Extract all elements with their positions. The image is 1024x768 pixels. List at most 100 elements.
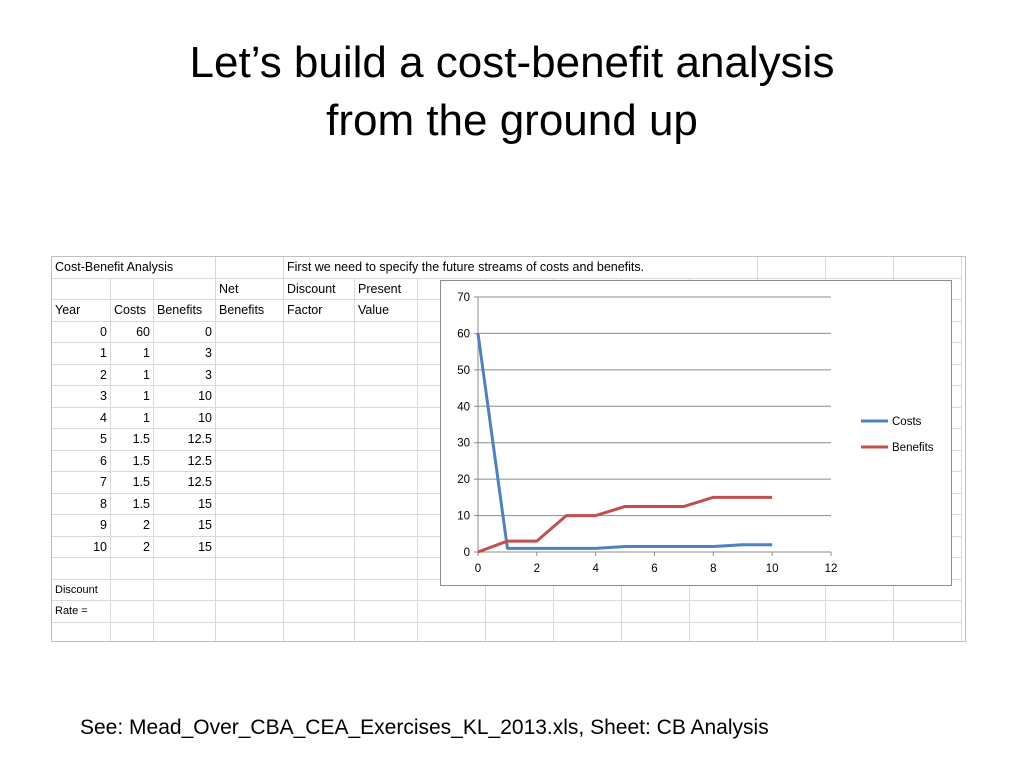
spreadsheet-cell[interactable] bbox=[418, 579, 486, 601]
cell-year[interactable]: 6 bbox=[52, 450, 111, 472]
spreadsheet-cell[interactable] bbox=[111, 622, 154, 641]
spreadsheet-cell[interactable] bbox=[355, 321, 418, 343]
cell-costs[interactable]: 2 bbox=[111, 515, 154, 537]
rate-label[interactable]: Rate = bbox=[52, 601, 111, 623]
spreadsheet-cell[interactable] bbox=[52, 278, 111, 300]
cell-costs[interactable]: 1 bbox=[111, 386, 154, 408]
spreadsheet-cell[interactable] bbox=[826, 622, 894, 641]
spreadsheet-cell[interactable] bbox=[486, 579, 554, 601]
spreadsheet-cell[interactable] bbox=[758, 601, 826, 623]
spreadsheet-cell[interactable] bbox=[284, 407, 355, 429]
cell-benefits[interactable]: 15 bbox=[154, 515, 216, 537]
spreadsheet-cell[interactable] bbox=[894, 257, 962, 279]
spreadsheet-cell[interactable] bbox=[216, 493, 284, 515]
spreadsheet-cell[interactable] bbox=[894, 579, 962, 601]
spreadsheet-cell[interactable] bbox=[355, 386, 418, 408]
spreadsheet-cell[interactable] bbox=[284, 321, 355, 343]
spreadsheet-cell[interactable] bbox=[216, 450, 284, 472]
spreadsheet-cell[interactable] bbox=[554, 601, 622, 623]
spreadsheet-cell[interactable] bbox=[284, 536, 355, 558]
cell-costs[interactable]: 1.5 bbox=[111, 472, 154, 494]
spreadsheet-cell[interactable] bbox=[690, 622, 758, 641]
cell-costs[interactable]: 1 bbox=[111, 343, 154, 365]
header-year[interactable]: Year bbox=[52, 300, 111, 322]
spreadsheet-cell[interactable] bbox=[111, 579, 154, 601]
cell-costs[interactable]: 1.5 bbox=[111, 450, 154, 472]
spreadsheet-cell[interactable] bbox=[284, 579, 355, 601]
spreadsheet-cell[interactable] bbox=[284, 429, 355, 451]
spreadsheet-cell[interactable] bbox=[355, 364, 418, 386]
spreadsheet-cell[interactable] bbox=[216, 364, 284, 386]
cell-year[interactable]: 10 bbox=[52, 536, 111, 558]
spreadsheet-cell[interactable] bbox=[758, 579, 826, 601]
cell-benefits[interactable]: 12.5 bbox=[154, 472, 216, 494]
spreadsheet-cell[interactable] bbox=[216, 386, 284, 408]
sheet-note[interactable]: First we need to specify the future stre… bbox=[284, 257, 758, 279]
spreadsheet-cell[interactable] bbox=[418, 601, 486, 623]
spreadsheet-cell[interactable] bbox=[355, 450, 418, 472]
cell-costs[interactable]: 1.5 bbox=[111, 429, 154, 451]
spreadsheet-cell[interactable] bbox=[554, 579, 622, 601]
cell-year[interactable]: 2 bbox=[52, 364, 111, 386]
spreadsheet-cell[interactable] bbox=[355, 493, 418, 515]
spreadsheet-cell[interactable] bbox=[622, 601, 690, 623]
cell-benefits[interactable]: 10 bbox=[154, 386, 216, 408]
spreadsheet-cell[interactable] bbox=[216, 622, 284, 641]
header-costs[interactable]: Costs bbox=[111, 300, 154, 322]
header-value[interactable]: Value bbox=[355, 300, 418, 322]
header-present[interactable]: Present bbox=[355, 278, 418, 300]
spreadsheet-cell[interactable] bbox=[52, 622, 111, 641]
spreadsheet-cell[interactable] bbox=[216, 429, 284, 451]
header-net-benefits[interactable]: Benefits bbox=[216, 300, 284, 322]
cell-costs[interactable]: 1.5 bbox=[111, 493, 154, 515]
header-net[interactable]: Net bbox=[216, 278, 284, 300]
spreadsheet-cell[interactable] bbox=[355, 601, 418, 623]
spreadsheet-cell[interactable] bbox=[216, 558, 284, 580]
spreadsheet-cell[interactable] bbox=[216, 601, 284, 623]
spreadsheet-cell[interactable] bbox=[154, 558, 216, 580]
spreadsheet-cell[interactable] bbox=[355, 515, 418, 537]
spreadsheet-cell[interactable] bbox=[355, 472, 418, 494]
spreadsheet-cell[interactable] bbox=[690, 579, 758, 601]
spreadsheet-cell[interactable] bbox=[284, 343, 355, 365]
spreadsheet-cell[interactable] bbox=[111, 601, 154, 623]
cell-benefits[interactable]: 12.5 bbox=[154, 429, 216, 451]
spreadsheet-cell[interactable] bbox=[355, 622, 418, 641]
spreadsheet-cell[interactable] bbox=[154, 278, 216, 300]
spreadsheet-cell[interactable] bbox=[111, 278, 154, 300]
spreadsheet-cell[interactable] bbox=[216, 257, 284, 279]
header-factor[interactable]: Factor bbox=[284, 300, 355, 322]
cell-year[interactable]: 4 bbox=[52, 407, 111, 429]
spreadsheet-cell[interactable] bbox=[216, 343, 284, 365]
cell-year[interactable]: 3 bbox=[52, 386, 111, 408]
spreadsheet-cell[interactable] bbox=[758, 257, 826, 279]
spreadsheet-cell[interactable] bbox=[758, 622, 826, 641]
spreadsheet-cell[interactable] bbox=[355, 429, 418, 451]
spreadsheet-cell[interactable] bbox=[355, 407, 418, 429]
spreadsheet-cell[interactable] bbox=[284, 601, 355, 623]
sheet-title[interactable]: Cost-Benefit Analysis bbox=[52, 257, 216, 279]
cell-year[interactable]: 1 bbox=[52, 343, 111, 365]
spreadsheet-cell[interactable] bbox=[284, 450, 355, 472]
cell-costs[interactable]: 2 bbox=[111, 536, 154, 558]
spreadsheet-cell[interactable] bbox=[355, 536, 418, 558]
spreadsheet-cell[interactable] bbox=[284, 622, 355, 641]
spreadsheet-cell[interactable] bbox=[622, 622, 690, 641]
cell-year[interactable]: 9 bbox=[52, 515, 111, 537]
header-benefits[interactable]: Benefits bbox=[154, 300, 216, 322]
spreadsheet-cell[interactable] bbox=[690, 601, 758, 623]
spreadsheet-cell[interactable] bbox=[418, 622, 486, 641]
spreadsheet-cell[interactable] bbox=[216, 579, 284, 601]
cell-costs[interactable]: 60 bbox=[111, 321, 154, 343]
cell-benefits[interactable]: 10 bbox=[154, 407, 216, 429]
cell-year[interactable]: 7 bbox=[52, 472, 111, 494]
spreadsheet-cell[interactable] bbox=[284, 558, 355, 580]
cell-costs[interactable]: 1 bbox=[111, 407, 154, 429]
spreadsheet-cell[interactable] bbox=[216, 515, 284, 537]
cell-year[interactable]: 5 bbox=[52, 429, 111, 451]
discount-label[interactable]: Discount bbox=[52, 579, 111, 601]
spreadsheet-cell[interactable] bbox=[154, 622, 216, 641]
cell-benefits[interactable]: 15 bbox=[154, 493, 216, 515]
header-discount[interactable]: Discount bbox=[284, 278, 355, 300]
spreadsheet-cell[interactable] bbox=[554, 622, 622, 641]
